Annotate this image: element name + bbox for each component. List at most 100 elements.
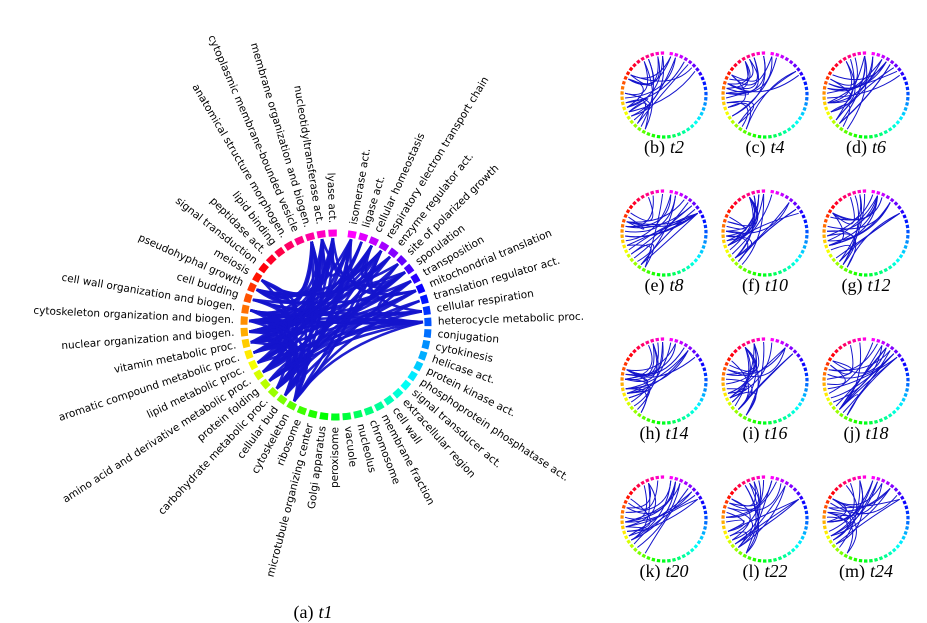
small-edge [626,199,685,223]
small-ring-segment [693,544,699,549]
small-ring-segment [625,71,631,76]
small-ring-segment [742,553,748,559]
small-ring-segment [723,106,728,111]
small-ring-segment [655,337,660,342]
small-ring-segment [685,127,691,132]
ring-segment [363,406,375,416]
small-panel-var: t18 [865,423,888,443]
small-ring-segment [830,204,836,210]
small-ring-segment [897,491,902,496]
small-ring-segment [729,352,735,358]
small-ring-segment [775,52,780,57]
small-ring-segment [800,535,805,540]
small-edge [826,194,874,237]
small-ring-segment [726,357,732,362]
small-ring-segment [637,264,642,270]
small-ring-segment [828,539,833,545]
small-edge [625,194,672,242]
small-edge [630,59,655,86]
small-ring-segment [900,209,905,215]
small-ring-segment [729,490,735,496]
small-ring-segment [788,483,794,489]
small-ring-segment [828,401,833,407]
small-panel-ring [721,475,809,563]
small-edge [628,212,698,251]
small-ring-segment [746,478,751,483]
small-edge [745,482,759,554]
small-ring-segment [724,213,729,219]
ring-segment [400,379,412,391]
small-ring-segment [828,253,833,259]
small-ring-segment [723,244,728,249]
small-edge [628,102,649,130]
small-ring-segment [901,535,906,540]
small-edge [625,480,672,513]
node-label: carbohydrate metabolic proc. [156,396,271,518]
small-ring-segment [782,553,787,559]
small-edge [830,488,891,537]
small-panel-caption: (i) t16 [742,423,787,444]
small-ring-segment [752,133,757,138]
small-ring-segment [752,557,757,562]
small-edge [726,235,753,259]
small-ring-segment [620,371,625,376]
small-ring-segment [889,59,895,65]
small-panel-letter: (b) [644,137,665,158]
small-ring-segment [632,200,637,206]
small-ring-segment [790,261,796,267]
ring-segment [294,235,305,246]
small-ring-segment [857,189,862,194]
small-ring-segment [689,261,695,267]
ring-segment [421,339,431,350]
small-ring-segment [788,345,794,351]
small-edge [637,64,689,124]
small-ring-segment [681,553,686,559]
main-caption: (a) t1 [294,602,333,623]
small-edge [828,212,844,246]
small-ring-segment [700,362,705,367]
small-ring-segment [633,123,638,128]
small-edge [738,208,797,262]
small-ring-segment [904,81,909,86]
small-ring-segment [727,401,732,407]
small-ring-segment [646,131,651,137]
small-ring-segment [669,475,674,480]
small-ring-segment [804,86,809,91]
small-edge [626,78,644,108]
small-edge [725,378,753,410]
small-edge [727,74,799,93]
small-ring-segment [904,219,909,224]
small-ring-segment [885,194,891,200]
small-ring-segment [786,265,792,270]
small-edge [726,511,745,532]
small-panel-letter: (f) [742,275,760,296]
small-panel-edges [725,55,799,130]
small-ring-segment [905,387,909,393]
small-ring-segment [905,372,910,377]
ring-segment [244,349,254,360]
small-ring-segment [703,224,708,229]
small-panel-letter: (c) [746,137,766,158]
small-ring-segment [857,51,862,56]
small-ring-segment [701,106,706,112]
small-ring-segment [685,413,691,418]
small-ring-segment [876,190,881,195]
small-ring-segment [730,405,736,411]
small-ring-segment [897,205,902,210]
small-edge [835,480,864,545]
small-ring-segment [822,239,827,244]
small-ring-segment [756,475,761,480]
small-ring-segment [822,101,827,106]
small-ring-segment [823,504,828,509]
small-ring-segment [689,547,695,553]
small-panel-caption: (l) t22 [742,561,787,582]
small-ring-segment [852,476,857,481]
small-ring-segment [881,54,886,59]
small-ring-segment [891,123,897,129]
small-ring-segment [898,115,904,121]
small-edge [726,195,756,242]
small-ring-segment [742,415,748,421]
small-ring-segment [853,557,858,562]
small-ring-segment [794,120,800,125]
small-ring-segment [632,486,637,492]
